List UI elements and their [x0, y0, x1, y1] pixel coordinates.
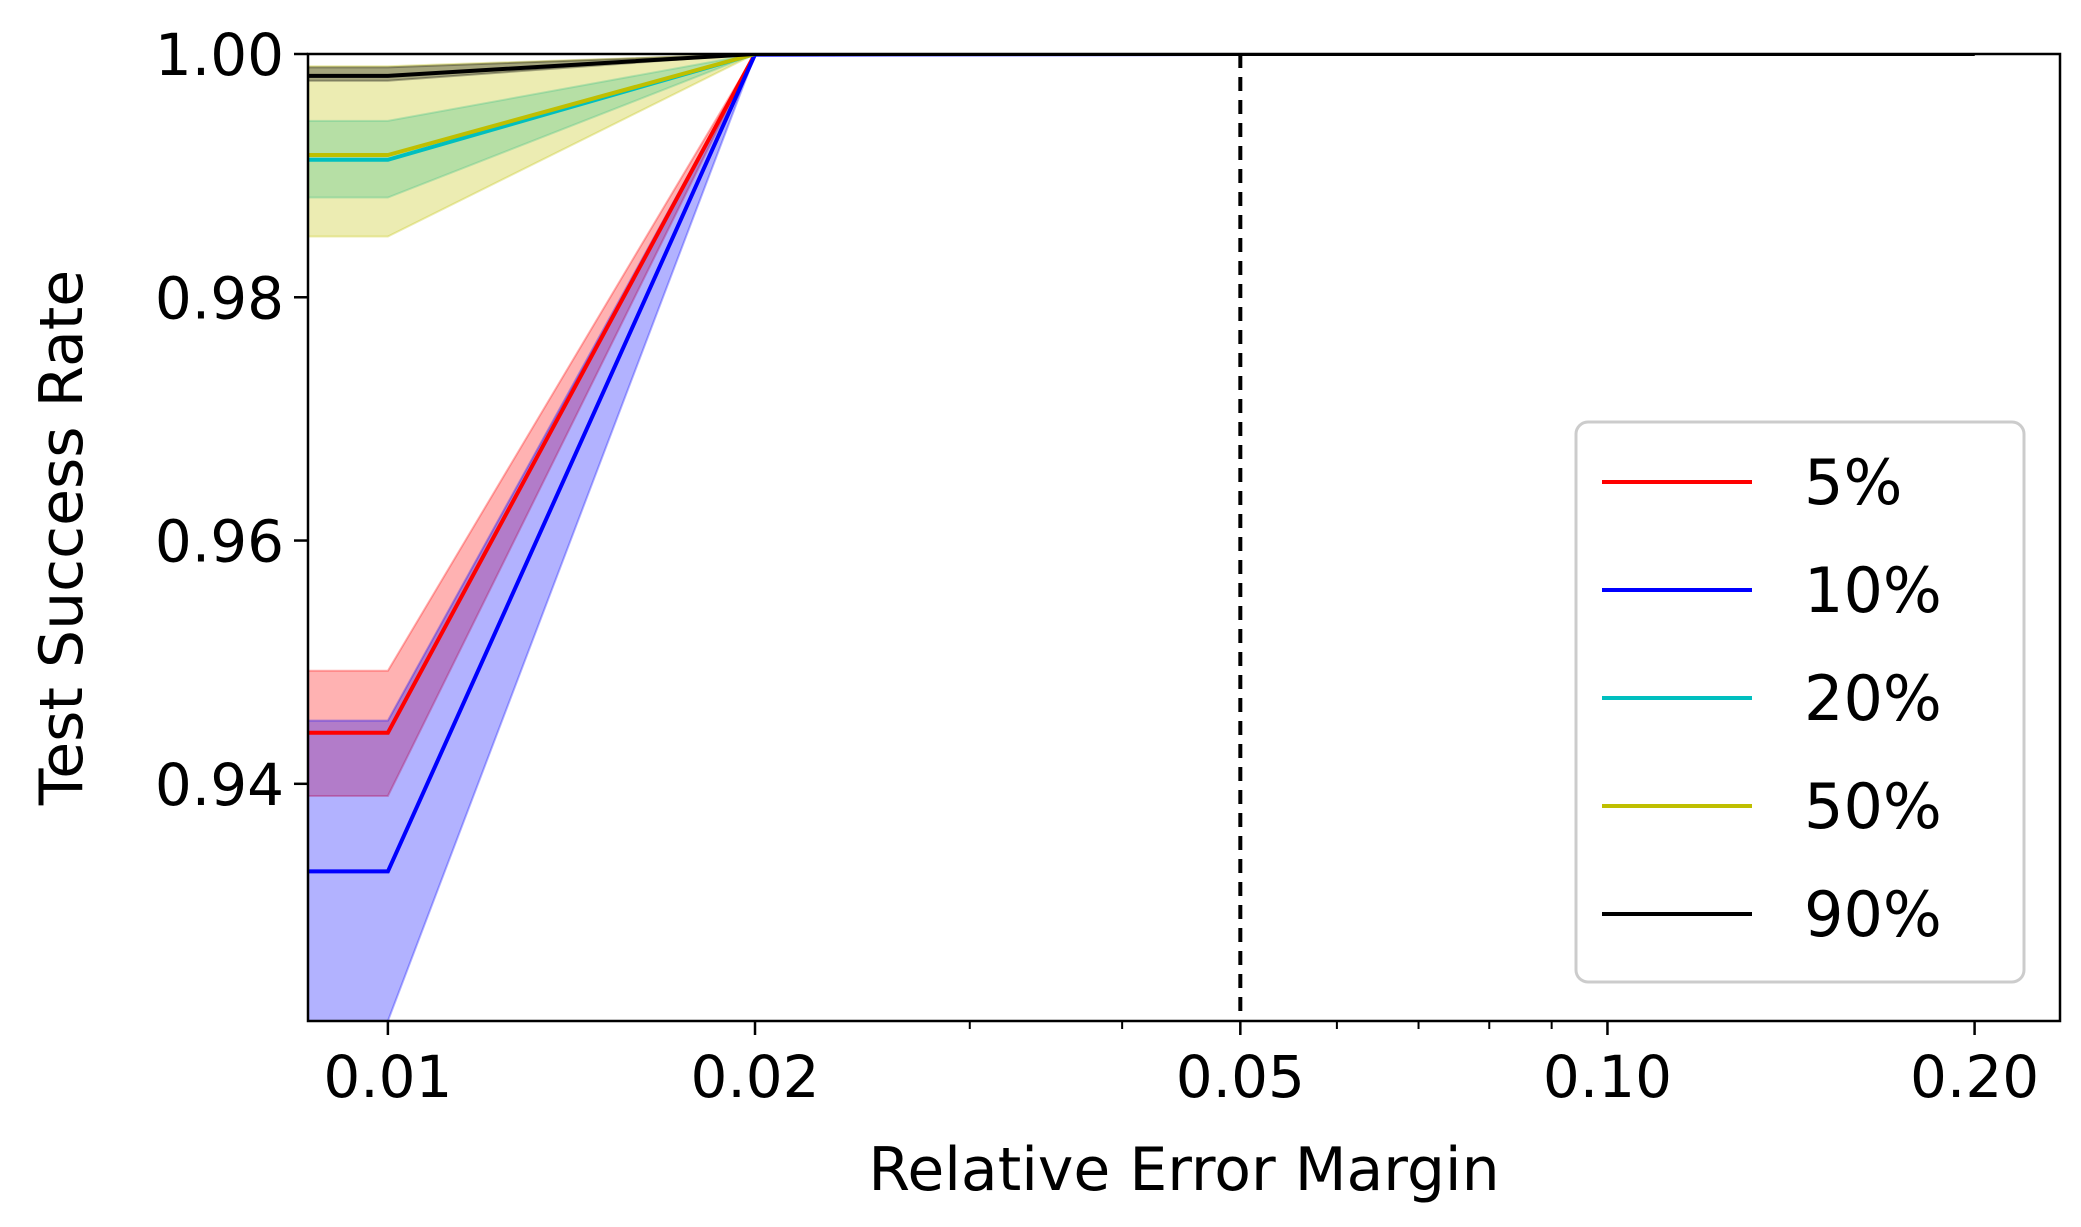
y-axis-ticks: 0.94 0.96 0.98 1.00 [155, 21, 308, 819]
y-tick-label: 0.96 [155, 508, 284, 576]
series-line-90pct [308, 54, 1975, 78]
y-tick-label: 1.00 [155, 21, 284, 89]
y-axis-label: Test Success Rate [27, 270, 97, 806]
y-tick-label: 0.94 [155, 751, 284, 819]
legend-label-90pct: 90% [1804, 878, 1942, 951]
legend-box [1574, 420, 2026, 984]
x-tick-label: 0.01 [323, 1043, 452, 1111]
plot-area-frame [306, 52, 2062, 1023]
x-axis-label: Relative Error Margin [868, 1135, 1499, 1205]
band-5pct [308, 54, 1975, 797]
band-50pct [308, 54, 1975, 238]
series-line-50pct [308, 54, 1975, 157]
x-tick-label: 0.02 [690, 1043, 819, 1111]
x-tick-label: 0.10 [1543, 1043, 1672, 1111]
legend-label-5pct: 5% [1804, 446, 1902, 519]
x-tick-label: 0.05 [1176, 1043, 1305, 1111]
legend-label-50pct: 50% [1804, 770, 1942, 843]
legend-label-10pct: 10% [1804, 554, 1942, 627]
x-axis-ticks: 0.01 0.02 0.05 0.10 0.20 [323, 1021, 2039, 1111]
band-20pct [308, 54, 1975, 199]
y-tick-label: 0.98 [155, 264, 284, 332]
x-tick-label: 0.20 [1910, 1043, 2039, 1111]
legend-label-20pct: 20% [1804, 662, 1942, 735]
series-line-5pct [308, 54, 1975, 735]
legend: 5% 10% 20% 50% 90% [1574, 420, 2026, 984]
series-line-20pct [308, 54, 1975, 162]
